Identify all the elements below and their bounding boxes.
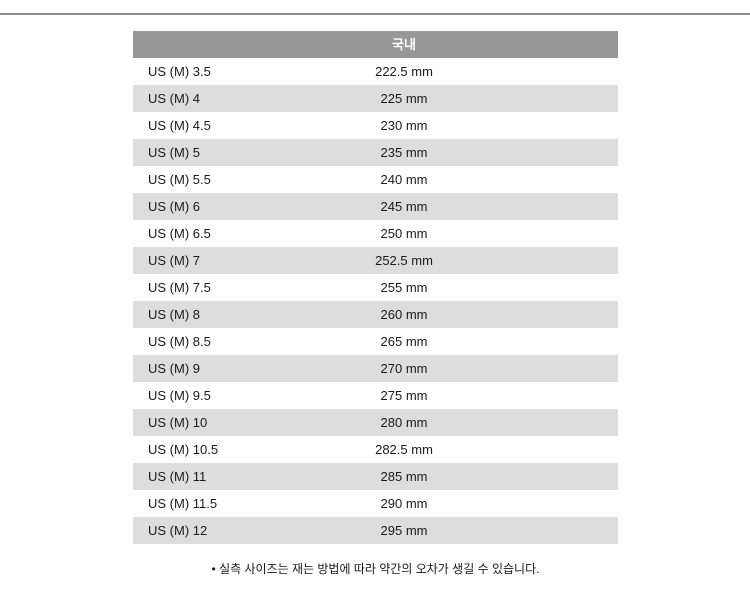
table-row: US (M) 12 295 mm: [133, 517, 618, 544]
size-cell: US (M) 4.5: [148, 118, 211, 133]
value-cell: 240 mm: [380, 172, 428, 187]
table-row: US (M) 4.5 230 mm: [133, 112, 618, 139]
value-cell: 255 mm: [380, 280, 428, 295]
table-row: US (M) 8.5 265 mm: [133, 328, 618, 355]
value-cell: 282.5 mm: [375, 442, 433, 457]
header-label-domestic: 국내: [392, 37, 416, 52]
value-cell: 252.5 mm: [375, 253, 433, 268]
table-row: US (M) 6 245 mm: [133, 193, 618, 220]
table-row: US (M) 9.5 275 mm: [133, 382, 618, 409]
size-cell: US (M) 5: [148, 145, 200, 160]
table-row: US (M) 9 270 mm: [133, 355, 618, 382]
value-cell: 290 mm: [380, 496, 428, 511]
value-cell: 295 mm: [380, 523, 428, 538]
value-cell: 270 mm: [380, 361, 428, 376]
size-cell: US (M) 7: [148, 253, 200, 268]
value-cell: 275 mm: [380, 388, 428, 403]
value-cell: 265 mm: [380, 334, 428, 349]
size-cell: US (M) 7.5: [148, 280, 211, 295]
size-cell: US (M) 6.5: [148, 226, 211, 241]
size-cell: US (M) 11: [148, 469, 207, 484]
size-cell: US (M) 9.5: [148, 388, 211, 403]
footnote: • 실측 사이즈는 재는 방법에 따라 약간의 오차가 생길 수 있습니다.: [211, 562, 540, 576]
value-cell: 260 mm: [380, 307, 428, 322]
value-cell: 225 mm: [380, 91, 428, 106]
size-cell: US (M) 10.5: [148, 442, 219, 457]
size-cell: US (M) 6: [148, 199, 200, 214]
value-cell: 230 mm: [380, 118, 428, 133]
value-cell: 285 mm: [380, 469, 428, 484]
table-header-row: 국내: [133, 31, 618, 58]
table-row: US (M) 3.5 222.5 mm: [133, 58, 618, 85]
table-row: US (M) 5.5 240 mm: [133, 166, 618, 193]
table-row: US (M) 7.5 255 mm: [133, 274, 618, 301]
size-cell: US (M) 11.5: [148, 496, 218, 511]
value-cell: 245 mm: [380, 199, 428, 214]
value-cell: 235 mm: [380, 145, 428, 160]
value-cell: 222.5 mm: [375, 64, 433, 79]
table-row: US (M) 7 252.5 mm: [133, 247, 618, 274]
table-row: US (M) 5 235 mm: [133, 139, 618, 166]
size-cell: US (M) 5.5: [148, 172, 211, 187]
table-row: US (M) 11 285 mm: [133, 463, 618, 490]
size-cell: US (M) 9: [148, 361, 200, 376]
size-chart-table: 국내 US (M) 3.5 222.5 mm US (M) 4 225 mm U…: [133, 31, 618, 544]
table-row: US (M) 11.5 290 mm: [133, 490, 618, 517]
size-cell: US (M) 12: [148, 523, 208, 538]
value-cell: 280 mm: [380, 415, 428, 430]
table-row: US (M) 6.5 250 mm: [133, 220, 618, 247]
size-cell: US (M) 8.5: [148, 334, 211, 349]
table-row: US (M) 4 225 mm: [133, 85, 618, 112]
size-cell: US (M) 10: [148, 415, 208, 430]
top-divider: [0, 13, 750, 15]
table-row: US (M) 8 260 mm: [133, 301, 618, 328]
value-cell: 250 mm: [380, 226, 428, 241]
size-cell: US (M) 3.5: [148, 64, 211, 79]
table-row: US (M) 10.5 282.5 mm: [133, 436, 618, 463]
table-body: US (M) 3.5 222.5 mm US (M) 4 225 mm US (…: [133, 58, 618, 544]
size-cell: US (M) 4: [148, 91, 200, 106]
size-cell: US (M) 8: [148, 307, 200, 322]
table-row: US (M) 10 280 mm: [133, 409, 618, 436]
